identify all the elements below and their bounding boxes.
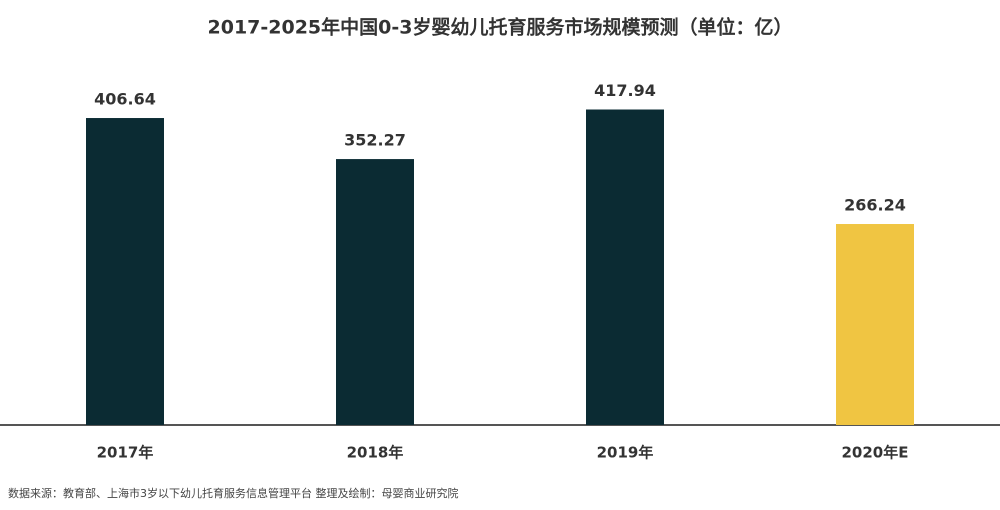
source-note: 数据来源：教育部、上海市3岁以下幼儿托育服务信息管理平台 整理及绘制：母婴商业研… xyxy=(8,486,459,500)
bar xyxy=(836,224,914,425)
x-tick-label: 2017年 xyxy=(97,444,154,462)
x-tick-label: 2018年 xyxy=(347,444,404,462)
value-label: 406.64 xyxy=(94,90,156,109)
bar xyxy=(86,118,164,426)
bar xyxy=(586,109,664,425)
chart-title: 2017-2025年中国0-3岁婴幼儿托育服务市场规模预测（单位：亿） xyxy=(208,16,793,39)
x-tick-label: 2020年E xyxy=(842,444,909,462)
value-label: 352.27 xyxy=(344,131,406,150)
bar xyxy=(336,159,414,425)
value-label: 417.94 xyxy=(594,81,656,100)
value-label: 266.24 xyxy=(844,196,906,215)
x-tick-label: 2019年 xyxy=(597,444,654,462)
